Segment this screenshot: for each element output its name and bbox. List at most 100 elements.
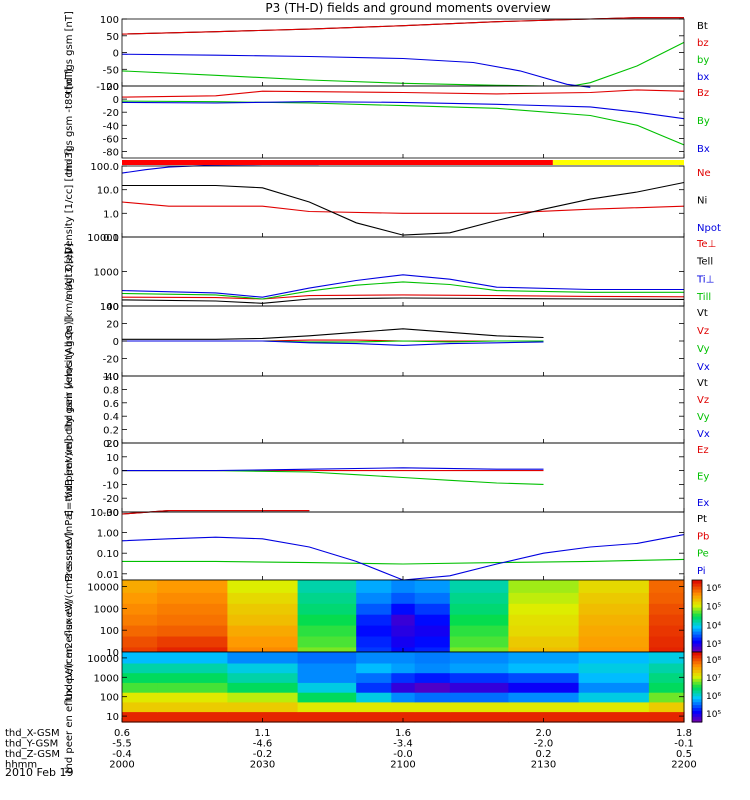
y-axis-label: Density [1/cc] [cm-3]: [64, 148, 75, 254]
legend-entry: By: [697, 116, 710, 127]
legend-entry: Npot: [697, 223, 721, 234]
heatmap-cell: [157, 662, 228, 674]
heatmap-cell: [414, 652, 451, 664]
y-tick-label: 20: [106, 439, 119, 450]
heatmap-cell: [356, 580, 392, 593]
series-line-Ex: [122, 467, 544, 472]
series-line-by: [121, 41, 685, 87]
heatmap-cell: [578, 646, 650, 653]
heatmap-cell: [648, 701, 685, 713]
y-axis-label: thd fgs gsm -t89 [nT]: [64, 69, 75, 175]
heatmap-cell: [227, 662, 299, 674]
time-axis-row-label: thd_Z-GSM: [5, 749, 60, 760]
heatmap-cell: [122, 635, 158, 648]
colorbar-swatch: [692, 707, 702, 711]
heatmap-cell: [648, 592, 685, 604]
heatmap-cell: [648, 614, 685, 626]
heatmap-cell: [578, 592, 650, 604]
heatmap-cell: [449, 662, 509, 674]
legend-entry: Ez: [697, 445, 709, 456]
legend-entry: Vx: [697, 362, 710, 373]
colorbar-swatch: [692, 663, 702, 668]
y-tick-label: 1000: [94, 268, 119, 279]
legend-entry: Vt: [697, 308, 708, 319]
heatmap-cell: [648, 635, 685, 648]
time-axis-value: -0.2: [253, 749, 273, 760]
heatmap-cell: [297, 711, 357, 723]
heatmap-cell: [227, 592, 299, 604]
time-axis-value: 0.5: [676, 749, 692, 760]
y-tick-label: 10000: [87, 583, 119, 594]
heatmap-cell: [356, 603, 392, 615]
colorbar-swatch: [692, 610, 702, 614]
panel-1: Bt bz by bx 100 50 0 -50 -100 thd fgs gsm [nT]: [64, 11, 709, 94]
colorbar-swatch: [692, 595, 702, 599]
panel-frame: [121, 165, 685, 238]
colorbar-tick-label: 10⁵: [706, 710, 721, 720]
y-tick-label: 0: [113, 337, 119, 348]
heatmap-cell: [449, 580, 509, 593]
heatmap-cell: [356, 692, 392, 703]
time-axis-value: -5.5: [112, 739, 132, 750]
heatmap-cell: [648, 662, 685, 674]
colorbar-swatch: [692, 698, 702, 703]
y-tick-label: 100.0: [90, 162, 119, 173]
heatmap-cell: [414, 672, 451, 683]
colorbar-swatch: [692, 586, 702, 590]
colorbar-swatch: [692, 684, 702, 688]
heatmap-cell: [414, 592, 451, 604]
series-line-Ne: [121, 201, 685, 214]
series-line-Till: [121, 281, 684, 300]
y-tick-label: 20: [106, 82, 119, 93]
heatmap-cell: [157, 614, 228, 626]
heatmap-cell: [508, 580, 580, 593]
heatmap-cell: [648, 692, 685, 703]
heatmap-cell: [122, 701, 158, 713]
y-tick-label: -40: [103, 121, 119, 132]
heatmap-cell: [297, 635, 357, 648]
time-axis-value: 1.1: [255, 728, 271, 739]
heatmap-cell: [297, 682, 357, 693]
colorbar-swatch: [692, 704, 702, 708]
colorbar-swatch: [692, 640, 702, 644]
time-axis-value: -0.4: [112, 749, 132, 760]
y-tick-label: 10000: [87, 654, 119, 665]
colorbar-swatch: [692, 678, 702, 682]
legend-entry: Tell: [696, 257, 713, 268]
heatmap-cell: [648, 682, 685, 693]
colorbar-swatch: [692, 657, 702, 662]
colorbar-swatch: [692, 625, 702, 629]
y-axis-label: thd fgs gsm [nT]: [64, 11, 75, 94]
heatmap-cell: [414, 603, 451, 615]
heatmap-cell: [449, 711, 509, 723]
heatmap-cell: [122, 652, 158, 664]
colorbar-swatch: [692, 652, 702, 656]
y-axis-label: E=-VxB [mV/m]: [64, 438, 75, 516]
legend-entry: Till: [696, 292, 711, 303]
heatmap-cell: [414, 662, 451, 674]
heatmap-cell: [157, 592, 228, 604]
heatmap-cell: [391, 672, 416, 683]
heatmap-cell: [157, 672, 228, 683]
heatmap-cell: [391, 692, 416, 703]
heatmap-cell: [122, 614, 158, 626]
colorbar-swatch: [692, 649, 702, 653]
heatmap-cell: [508, 592, 580, 604]
heatmap-cell: [508, 672, 580, 683]
y-tick-label: -80: [103, 148, 119, 159]
legend-entry: Pt: [697, 514, 707, 525]
legend-entry: Vt: [697, 378, 708, 389]
heatmap-cell: [648, 646, 685, 653]
colorbar-swatch: [692, 619, 702, 623]
heatmap-cell: [391, 580, 416, 593]
legend-entry: Bz: [697, 88, 709, 99]
heatmap-cell: [227, 692, 299, 703]
heatmap-cell: [414, 711, 451, 723]
panel-8: Pt Pb Pe Pi 10.00 1.00 0.10 0.01 Pressure [nPa]: [64, 508, 709, 582]
heatmap-cell: [578, 682, 650, 693]
heatmap-cell: [648, 625, 685, 637]
time-axis-value: 1.8: [676, 728, 692, 739]
y-tick-label: 10.00: [90, 508, 119, 519]
y-tick-label: 50: [106, 32, 119, 43]
